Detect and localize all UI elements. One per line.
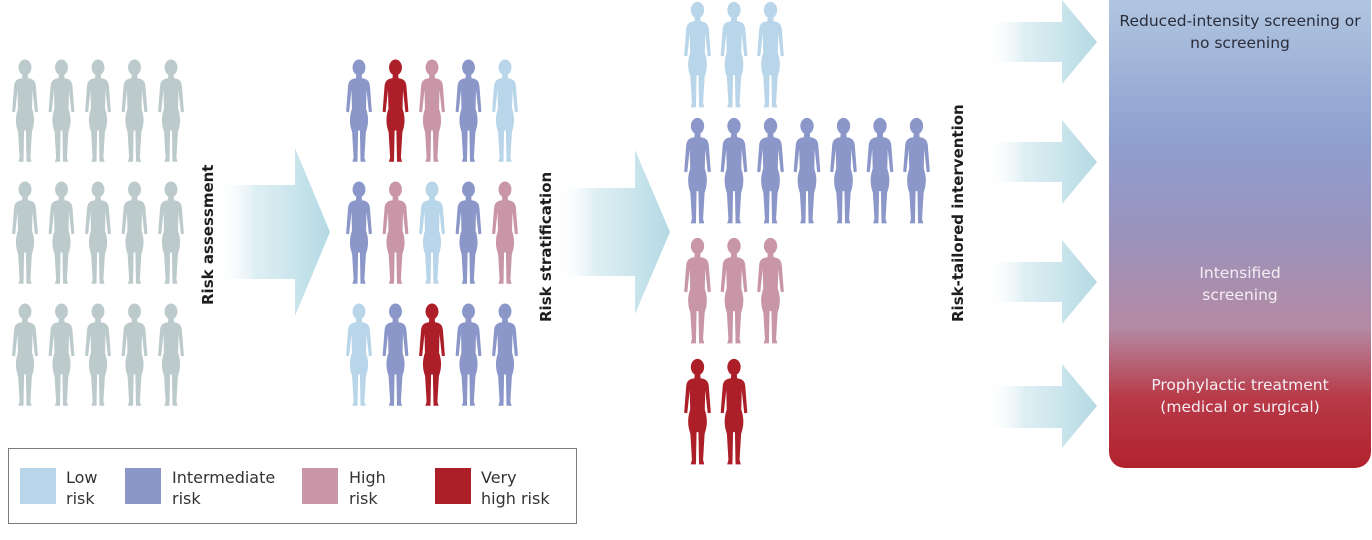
- person-figure-intermediate: [346, 181, 372, 284]
- arrow-stratification: [555, 150, 670, 314]
- person-figure-intermediate: [684, 117, 711, 224]
- person-figure-unassessed: [121, 303, 148, 406]
- risk-assessment-label: Risk assessment: [199, 164, 217, 305]
- person-figure-high: [419, 59, 445, 162]
- person-figure-very-high: [720, 358, 748, 465]
- outcome-prophylactic: Prophylactic treatment (medical or surgi…: [1151, 376, 1329, 416]
- legend-swatch-intermediate: [125, 468, 161, 504]
- person-figure-high: [492, 181, 518, 284]
- person-figure-unassessed: [48, 303, 75, 406]
- person-figure-intermediate: [455, 303, 482, 406]
- arrow-intermediate: [985, 120, 1097, 204]
- assessed-population: [346, 59, 518, 406]
- person-figure-unassessed: [48, 59, 75, 162]
- person-figure-high: [757, 237, 784, 344]
- person-figure-intermediate: [793, 117, 821, 224]
- arrow-intensified: [985, 240, 1097, 324]
- person-figure-very-high: [684, 358, 711, 465]
- person-figure-low: [757, 1, 784, 108]
- person-figure-high: [382, 181, 409, 284]
- risk-tailored-intervention-label: Risk-tailored intervention: [949, 104, 967, 322]
- legend-swatch-low: [20, 468, 56, 504]
- person-figure-unassessed: [48, 181, 75, 284]
- person-figure-intermediate: [757, 117, 784, 224]
- person-figure-unassessed: [12, 59, 38, 162]
- person-figure-high: [720, 237, 748, 344]
- outcome-reduced: Reduced-intensity screening or no screen…: [1119, 12, 1361, 52]
- person-figure-intermediate: [720, 117, 748, 224]
- legend-label-intermediate: Intermediate risk: [172, 468, 276, 508]
- initial-population: [12, 59, 184, 406]
- person-figure-intermediate: [455, 59, 482, 162]
- person-figure-unassessed: [85, 303, 111, 406]
- person-figure-unassessed: [121, 181, 148, 284]
- person-figure-intermediate: [492, 303, 518, 406]
- legend: Low risk Intermediate risk High risk Very hi…: [8, 448, 577, 524]
- person-figure-intermediate: [346, 59, 372, 162]
- person-figure-unassessed: [85, 181, 111, 284]
- person-figure-intermediate: [455, 181, 482, 284]
- person-figure-very-high: [419, 303, 445, 406]
- person-figure-unassessed: [121, 59, 148, 162]
- person-figure-very-high: [382, 59, 409, 162]
- legend-swatch-very-high: [435, 468, 471, 504]
- person-figure-intermediate: [382, 303, 409, 406]
- legend-label-high: High risk: [349, 468, 386, 508]
- legend-swatch-high: [302, 468, 338, 504]
- person-figure-low: [419, 181, 445, 284]
- outcome-intensified: Intensified screening: [1199, 264, 1281, 304]
- arrow-assessment: [215, 148, 330, 316]
- person-figure-low: [346, 303, 372, 406]
- person-figure-low: [492, 59, 518, 162]
- risk-stratification-label: Risk stratification: [537, 171, 555, 322]
- stratified-population: [684, 1, 930, 465]
- person-figure-high: [684, 237, 711, 344]
- person-figure-unassessed: [85, 59, 111, 162]
- arrow-prophylactic: [985, 364, 1097, 448]
- person-figure-unassessed: [158, 59, 184, 162]
- person-figure-unassessed: [158, 303, 184, 406]
- arrow-reduced: [985, 0, 1097, 84]
- person-figure-intermediate: [903, 117, 930, 224]
- person-figure-unassessed: [12, 181, 38, 284]
- legend-label-low: Low risk: [66, 468, 98, 508]
- person-figure-low: [684, 1, 711, 108]
- person-figure-unassessed: [158, 181, 184, 284]
- person-figure-low: [720, 1, 748, 108]
- person-figure-intermediate: [830, 117, 857, 224]
- outcome-panel: Reduced-intensity screening or no screen…: [1109, 0, 1371, 468]
- person-figure-unassessed: [12, 303, 38, 406]
- legend-label-very-high: Very high risk: [481, 468, 550, 508]
- person-figure-intermediate: [866, 117, 894, 224]
